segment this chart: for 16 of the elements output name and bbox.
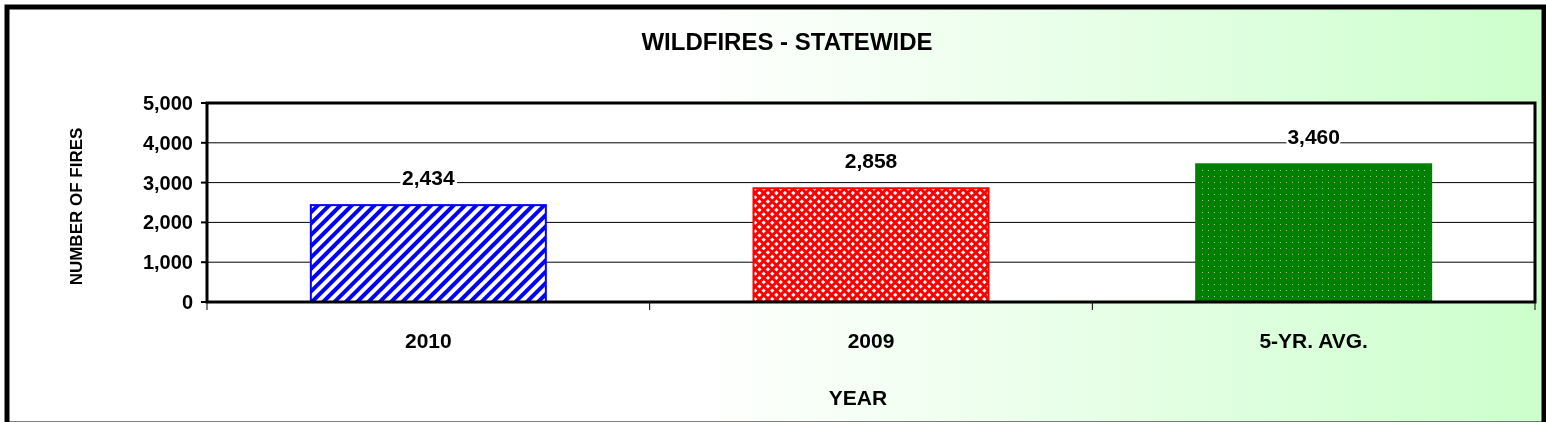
bar	[309, 204, 547, 303]
y-tick-label: 4,000	[142, 131, 193, 154]
data-label: 2,858	[844, 149, 898, 173]
y-tick-label: 3,000	[142, 171, 193, 194]
y-tick-label: 2,000	[142, 211, 193, 234]
bar	[1195, 163, 1433, 303]
y-axis-title: NUMBER OF FIRES	[67, 127, 86, 286]
bar	[752, 187, 990, 303]
y-tick-label: 0	[181, 291, 193, 313]
x-axis-title: YEAR	[828, 386, 888, 409]
y-tick-label: 1,000	[142, 251, 193, 274]
y-tick-label: 5,000	[142, 92, 193, 114]
x-tick-label: 2010	[404, 329, 452, 352]
x-tick-label: 5-YR. AVG.	[1259, 329, 1368, 352]
x-tick-label: 2009	[847, 329, 895, 352]
chart-title: WILDFIRES - STATEWIDE	[641, 28, 933, 55]
